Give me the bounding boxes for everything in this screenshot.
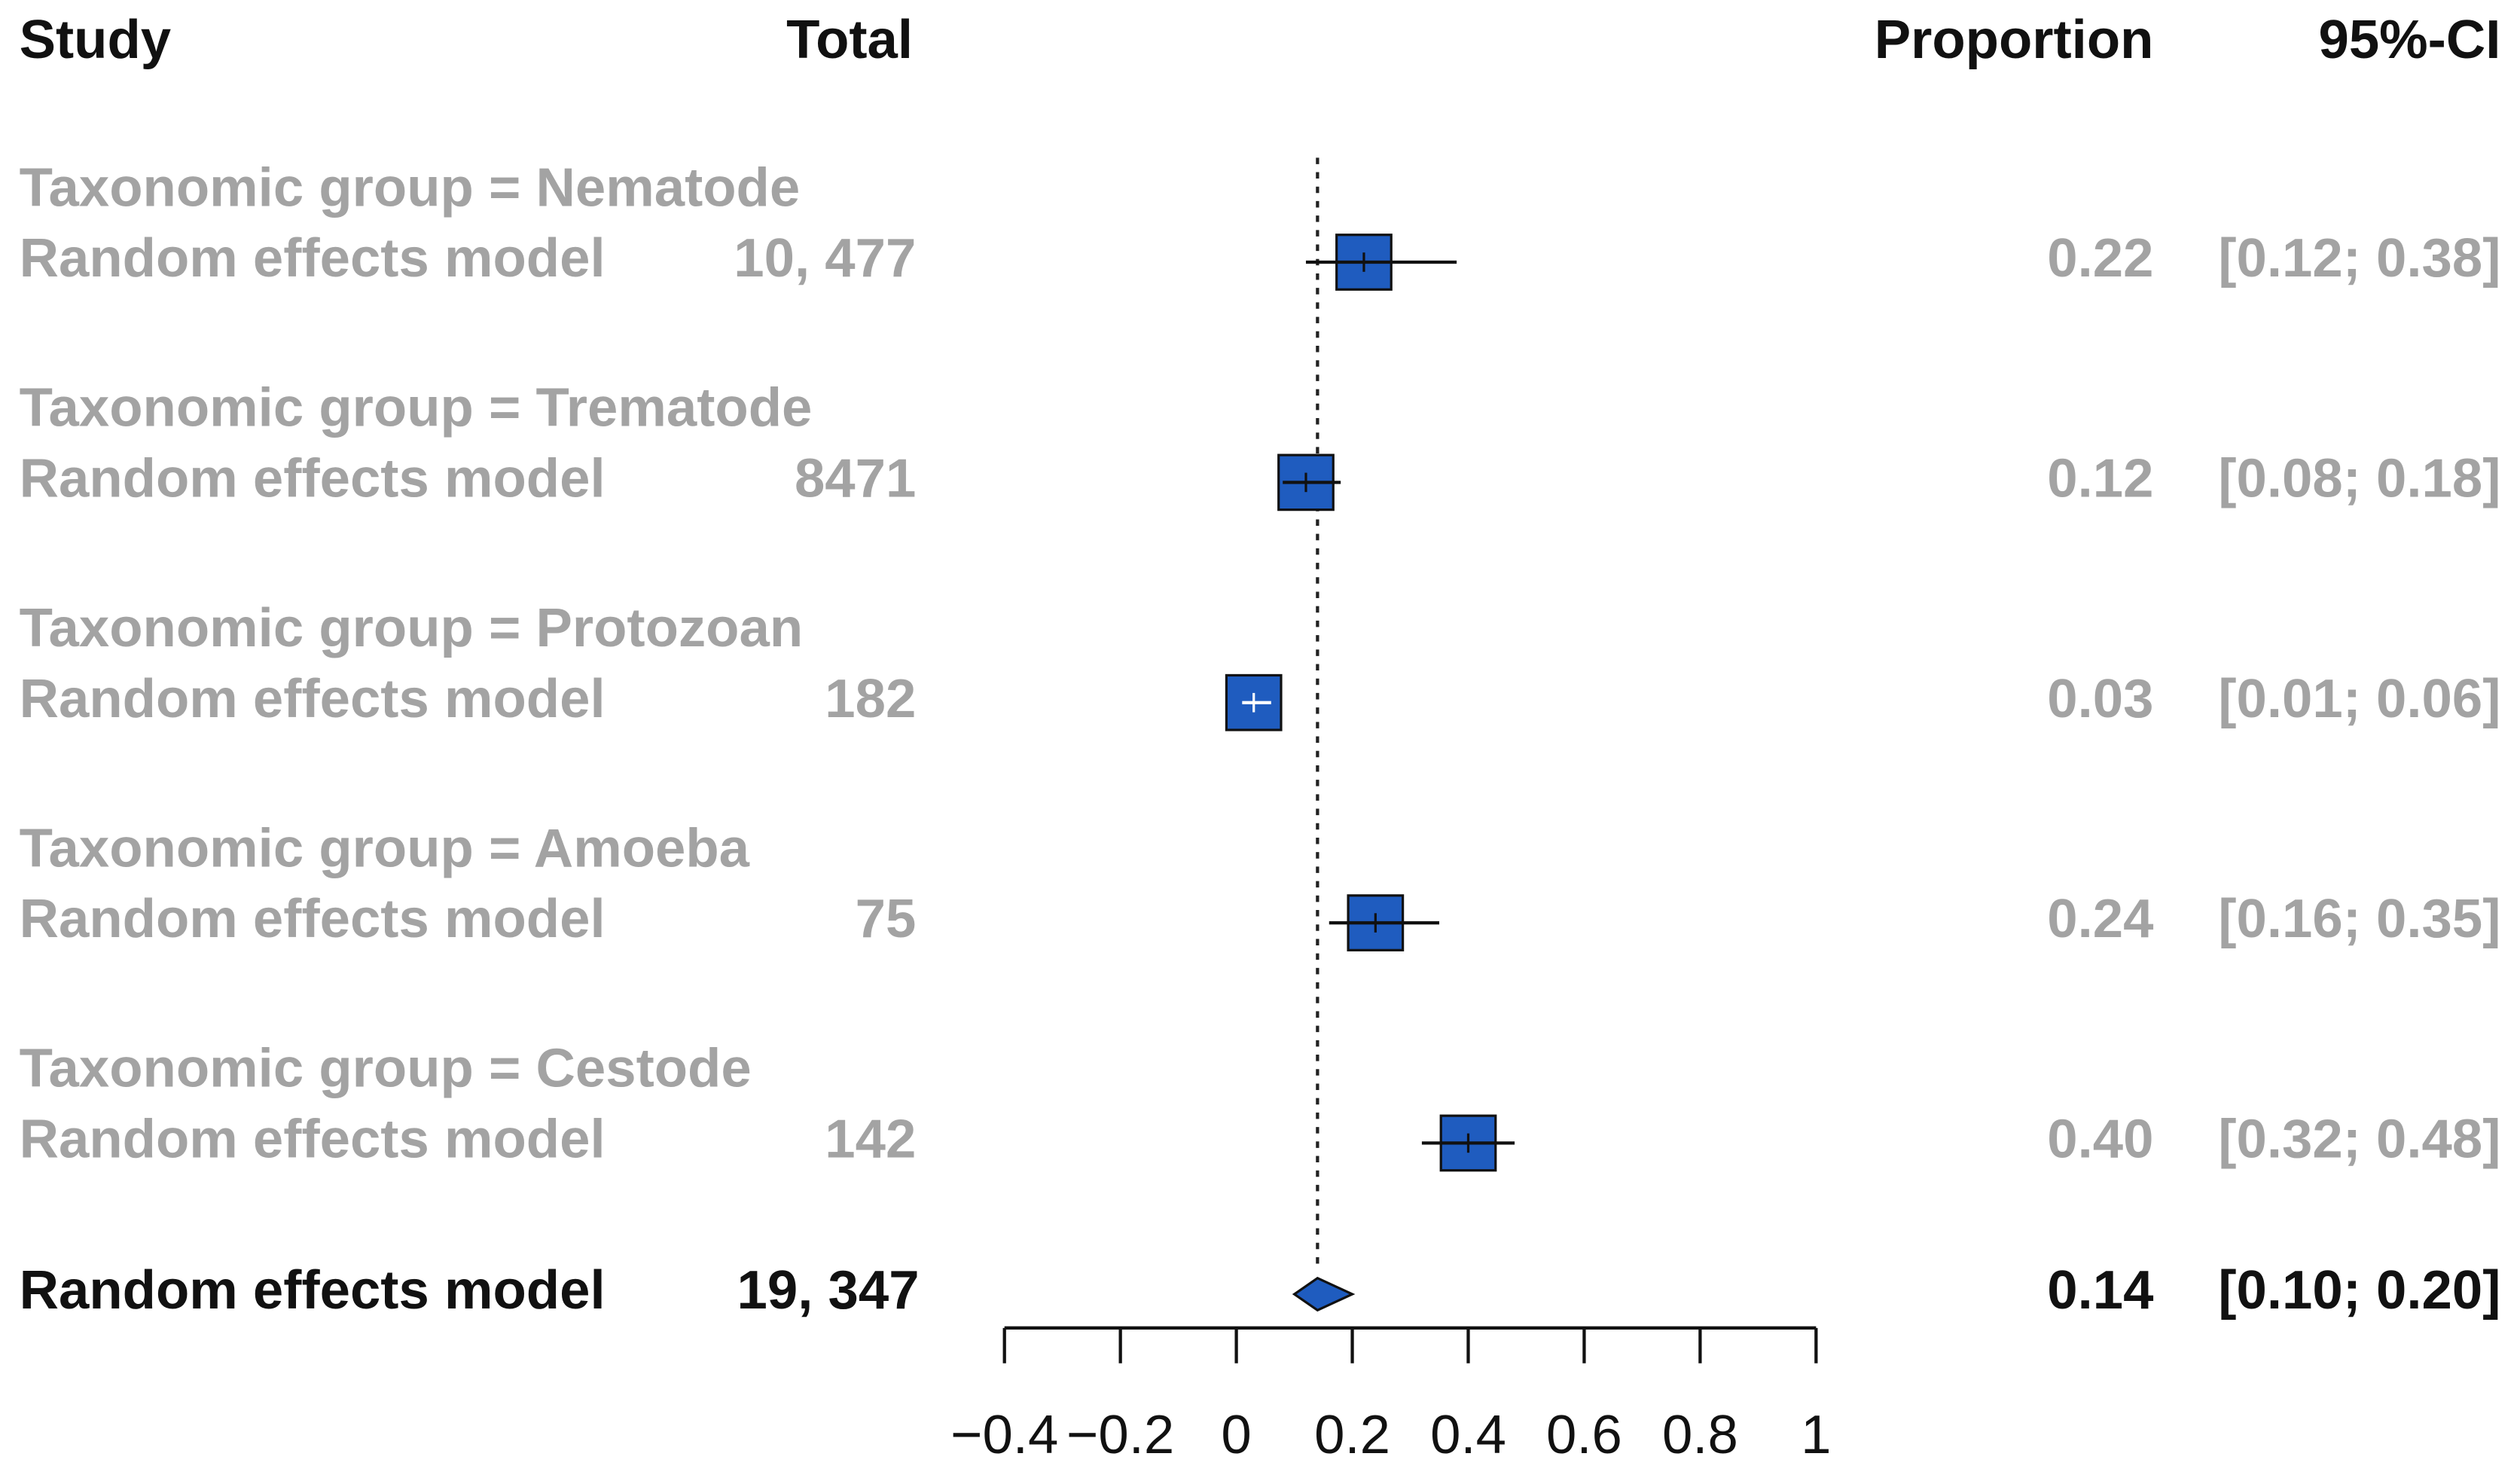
x-tick-label: 0 (1221, 1404, 1251, 1465)
proportion: 0.40 (2047, 1109, 2153, 1170)
overall-label: Random effects model (20, 1260, 606, 1321)
confidence-interval: [0.01; 0.06] (2218, 668, 2500, 729)
overall-ci: [0.10; 0.20] (2218, 1260, 2500, 1321)
group-label: Taxonomic group = Nematode (20, 157, 801, 218)
x-tick-label: −0.2 (1066, 1404, 1174, 1465)
total: 10, 477 (734, 227, 916, 289)
total: 75 (856, 888, 917, 949)
overall-total: 19, 347 (737, 1260, 920, 1321)
x-tick-label: 0.4 (1430, 1404, 1506, 1465)
model-label: Random effects model (20, 668, 606, 729)
x-tick-label: 0.6 (1546, 1404, 1622, 1465)
total: 8471 (795, 448, 916, 509)
group-label: Taxonomic group = Protozoan (20, 597, 804, 658)
proportion: 0.24 (2047, 888, 2153, 949)
overall-diamond (1292, 1276, 1356, 1312)
header-ci: 95%-CI (2318, 9, 2500, 70)
confidence-interval: [0.16; 0.35] (2218, 888, 2500, 949)
x-tick-label: 0.2 (1314, 1404, 1390, 1465)
x-tick-label: 1 (1801, 1404, 1831, 1465)
proportion: 0.03 (2047, 668, 2153, 729)
confidence-interval: [0.12; 0.38] (2218, 227, 2500, 289)
model-label: Random effects model (20, 1109, 606, 1170)
overall-proportion: 0.14 (2047, 1260, 2153, 1321)
group-label: Taxonomic group = Cestode (20, 1038, 752, 1099)
proportion: 0.22 (2047, 227, 2153, 289)
model-label: Random effects model (20, 448, 606, 509)
x-tick-label: −0.4 (950, 1404, 1058, 1465)
header-total: Total (786, 9, 913, 70)
proportion: 0.12 (2047, 448, 2153, 509)
header-proportion: Proportion (1875, 9, 2154, 70)
confidence-interval: [0.32; 0.48] (2218, 1109, 2500, 1170)
group-label: Taxonomic group = Trematode (20, 377, 813, 438)
model-label: Random effects model (20, 888, 606, 949)
total: 142 (825, 1109, 916, 1170)
model-label: Random effects model (20, 227, 606, 289)
total: 182 (825, 668, 916, 729)
group-label: Taxonomic group = Amoeba (20, 817, 750, 878)
header-study: Study (20, 9, 172, 70)
confidence-interval: [0.08; 0.18] (2218, 448, 2500, 509)
x-tick-label: 0.8 (1662, 1404, 1738, 1465)
